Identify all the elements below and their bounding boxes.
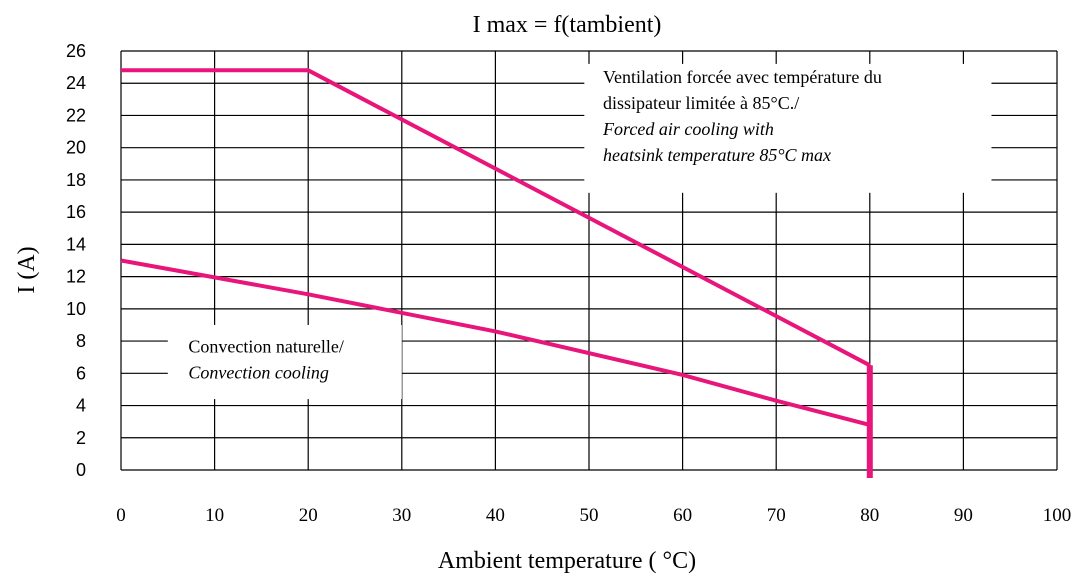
x-axis-label: Ambient temperature ( °C): [438, 548, 696, 574]
x-tick-label: 80: [860, 505, 879, 526]
y-tick-label: 18: [66, 170, 86, 190]
annotation-text: Forced air cooling with: [602, 119, 774, 139]
chart-title: I max = f(tambient): [473, 12, 662, 38]
annotation-text: Convection cooling: [188, 362, 328, 382]
x-tick-label: 50: [580, 505, 599, 526]
x-tick-label: 20: [299, 505, 318, 526]
y-tick-label: 26: [66, 41, 86, 61]
y-tick-label: 0: [76, 460, 86, 480]
y-tick-label: 4: [76, 396, 86, 416]
x-tick-label: 40: [486, 505, 505, 526]
x-tick-label: 30: [392, 505, 411, 526]
x-tick-label: 90: [954, 505, 973, 526]
annotations: Ventilation forcée avec température du di…: [168, 64, 992, 399]
y-tick-label: 6: [76, 363, 86, 383]
y-tick-label: 16: [66, 202, 86, 222]
annotation-text: dissipateur limitée à 85°C./: [603, 93, 799, 113]
annotation-text: heatsink temperature 85°C max: [603, 145, 831, 165]
x-tick-label: 100: [1043, 505, 1072, 526]
annotation-text: Ventilation forcée avec température du: [603, 67, 882, 87]
y-tick-label: 8: [76, 331, 86, 351]
y-tick-label: 24: [66, 73, 86, 93]
x-tick-label: 60: [673, 505, 692, 526]
y-tick-label: 10: [66, 299, 86, 319]
y-tick-label: 22: [66, 105, 86, 125]
y-tick-label: 20: [66, 138, 86, 158]
x-tick-label: 0: [116, 505, 126, 526]
annotation-text: Convection naturelle/: [188, 336, 343, 356]
y-tick-label: 14: [66, 234, 86, 254]
y-axis-label: I (A): [14, 246, 40, 293]
x-tick-label: 70: [767, 505, 786, 526]
y-tick-label: 2: [76, 428, 86, 448]
x-tick-label: 10: [205, 505, 224, 526]
y-tick-label: 12: [66, 267, 86, 287]
